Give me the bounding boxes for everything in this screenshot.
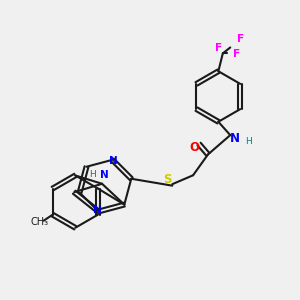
Text: O: O	[190, 140, 200, 154]
Text: N: N	[230, 132, 240, 145]
Text: N: N	[110, 156, 118, 166]
Text: N: N	[100, 170, 109, 181]
Text: H: H	[245, 136, 251, 146]
Text: F: F	[215, 44, 222, 53]
Text: F: F	[237, 34, 244, 44]
Text: H: H	[89, 170, 96, 179]
Text: F: F	[232, 49, 240, 59]
Text: S: S	[163, 173, 171, 186]
Text: N: N	[93, 205, 101, 215]
Text: CH₃: CH₃	[30, 217, 48, 227]
